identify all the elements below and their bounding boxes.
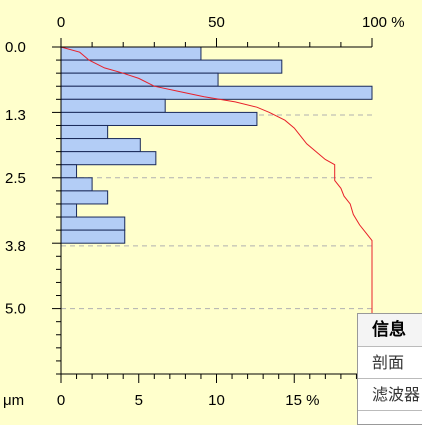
histogram-bar — [60, 72, 219, 87]
left-axis-label: 2.5 — [5, 170, 26, 187]
info-row-profile: 剖面 — [358, 347, 422, 379]
histogram-bar — [60, 85, 373, 100]
histogram-bar — [60, 190, 109, 205]
left-axis-label: 0.0 — [5, 39, 26, 56]
histogram-bar — [60, 98, 166, 113]
bottom-axis-label: 5 — [135, 392, 143, 409]
histogram-bar — [60, 177, 93, 192]
bottom-axis-label: 15 % — [285, 392, 319, 409]
histogram-bar — [60, 111, 258, 126]
info-row-filter: 滤波器 — [358, 379, 422, 411]
unit-label: μm — [3, 392, 24, 409]
left-axis-label: 3.8 — [5, 238, 26, 255]
histogram-bar — [60, 203, 78, 218]
histogram-bar — [60, 59, 283, 74]
top-axis-label: 0 — [57, 14, 65, 31]
left-axis-label: 1.3 — [5, 107, 26, 124]
histogram-bar — [60, 124, 109, 140]
top-axis-label: 100 % — [362, 14, 405, 31]
histogram-bar — [60, 138, 141, 153]
histogram-bar — [60, 216, 126, 231]
histogram-bar — [60, 229, 126, 244]
top-axis-label: 50 — [208, 14, 225, 31]
cumulative-line — [60, 46, 373, 374]
histogram-bar — [60, 151, 157, 166]
bottom-axis-label: 10 — [208, 392, 225, 409]
info-panel-header: 信息 — [358, 314, 422, 347]
info-panel: 信息 剖面 滤波器 — [357, 313, 422, 425]
bottom-axis-label: 0 — [57, 392, 65, 409]
histogram-bar — [60, 164, 78, 179]
left-axis-label: 5.0 — [5, 301, 26, 318]
chart-svg: 0 50 100 % 0 5 10 15 % 0.0 1.3 2.5 3.8 5.0 μm — [3, 14, 405, 409]
